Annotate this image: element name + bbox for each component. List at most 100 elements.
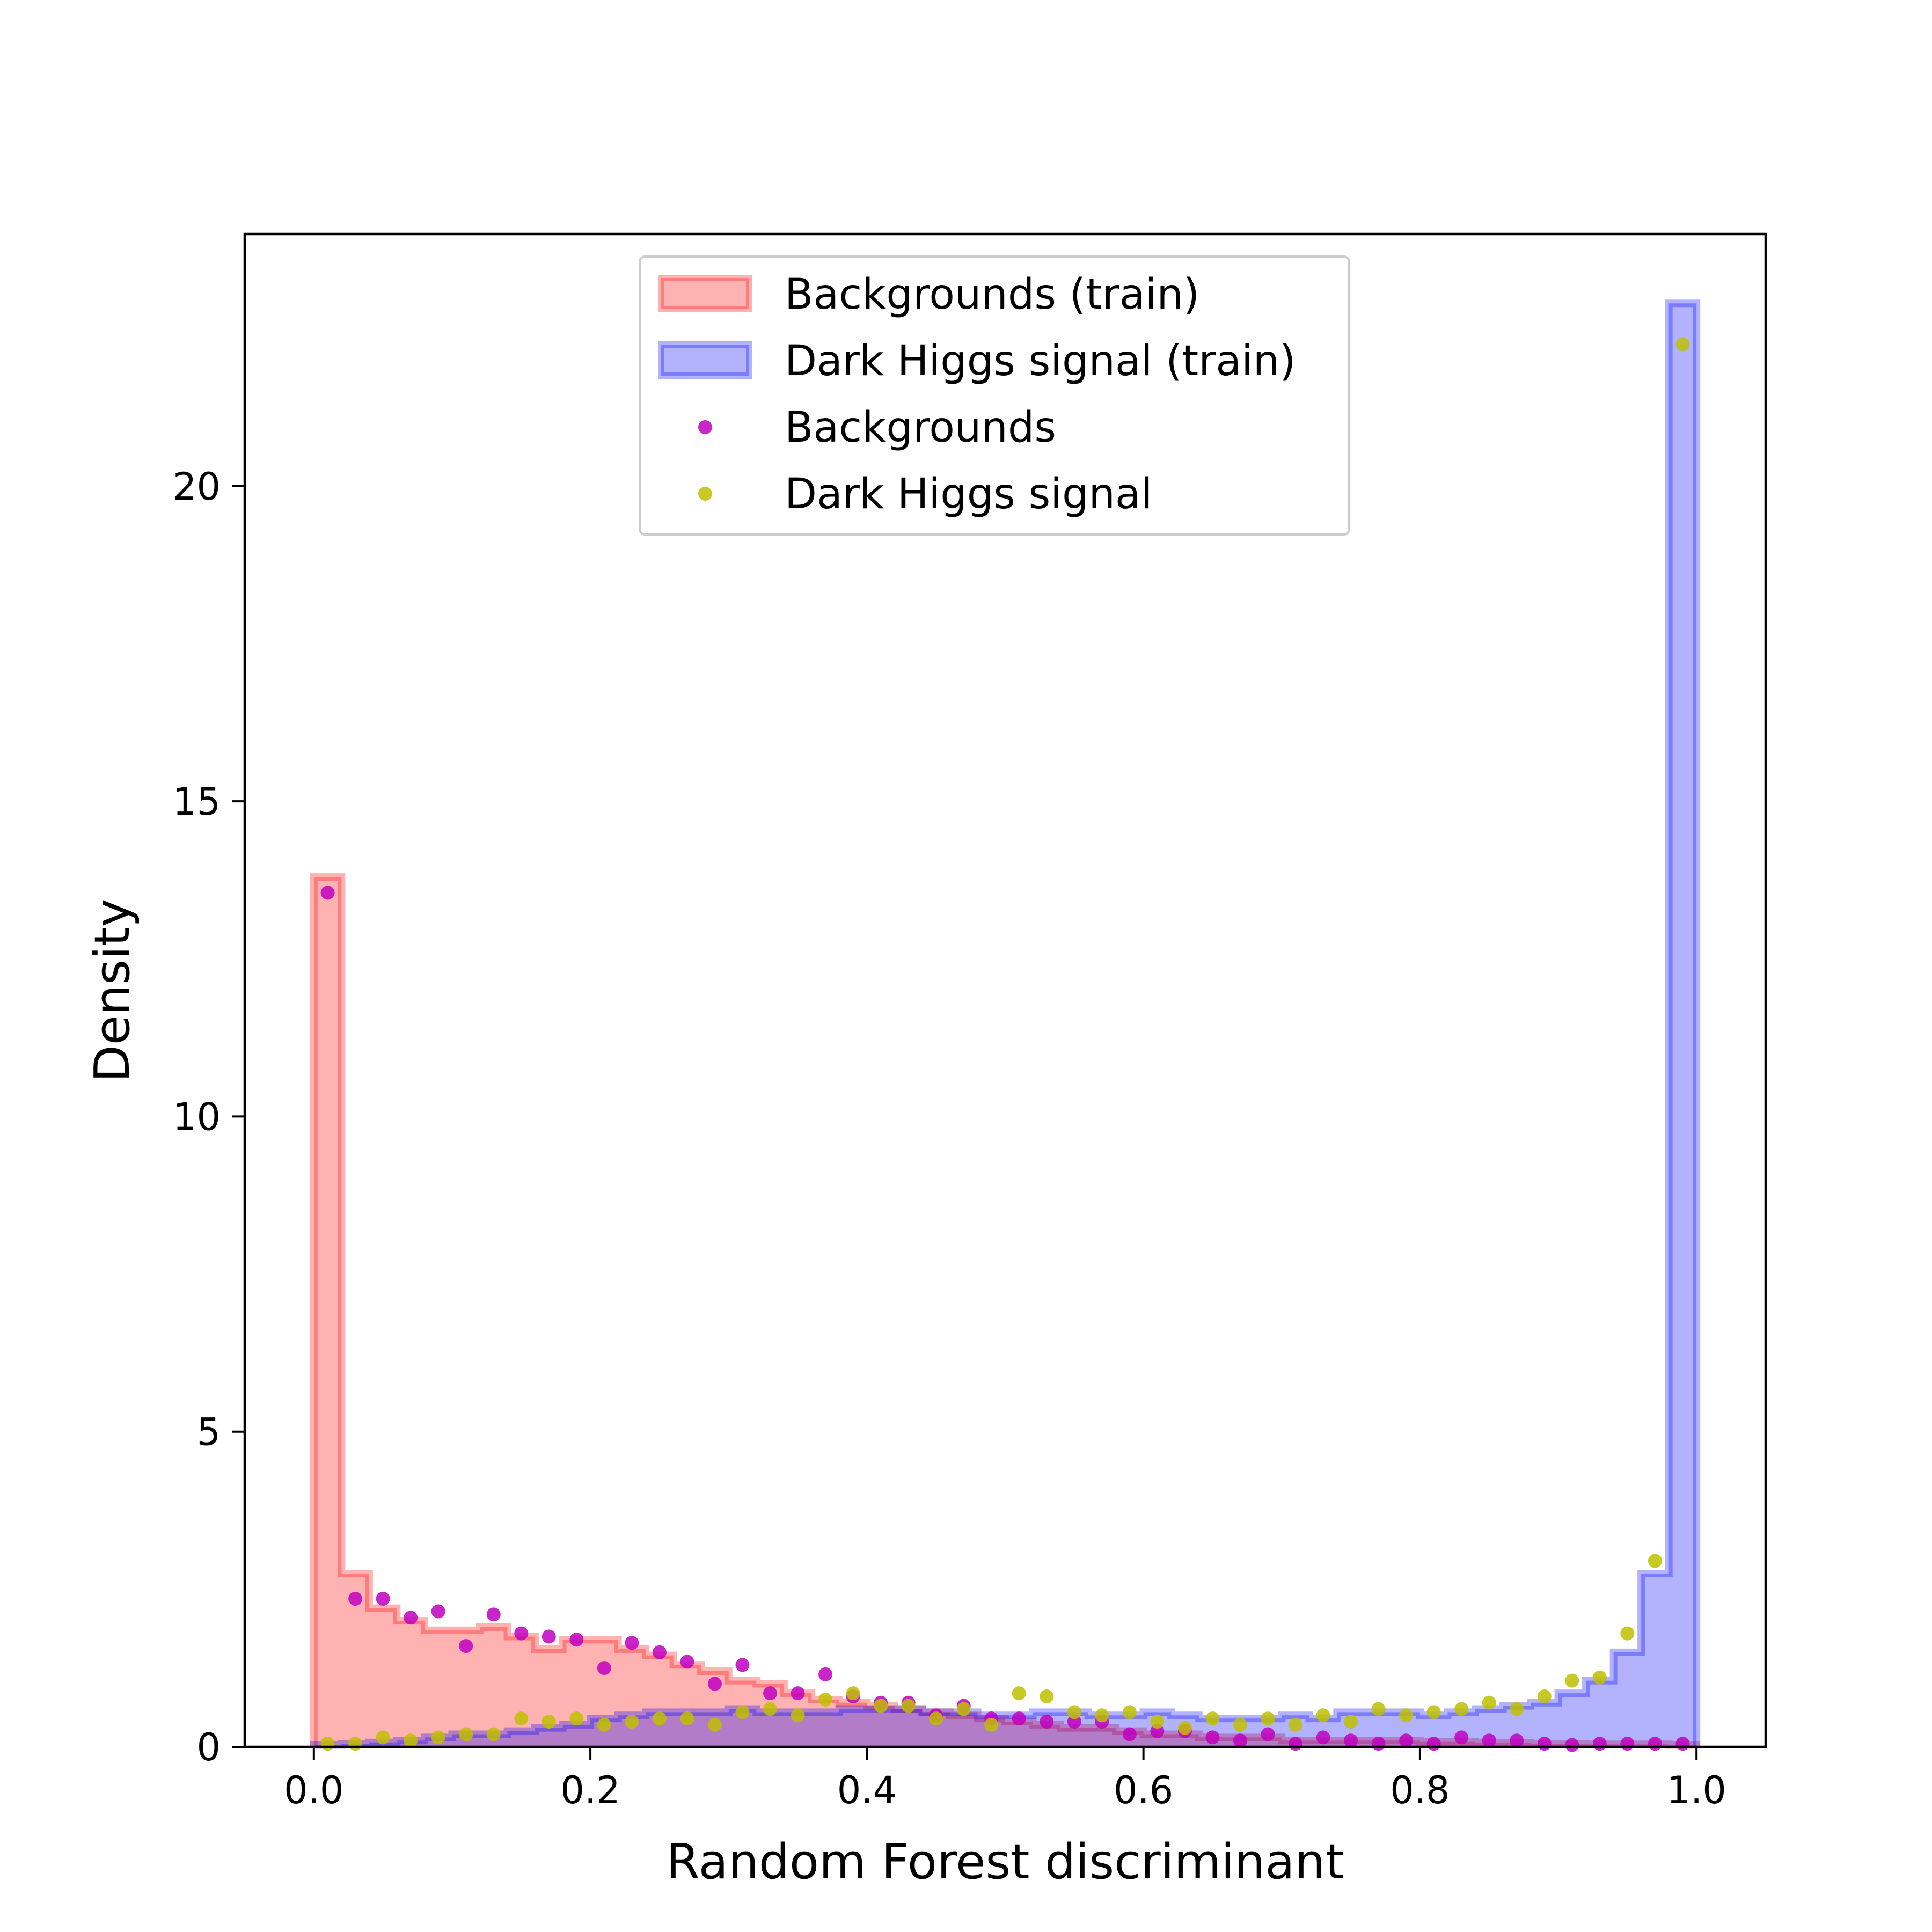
signal-point xyxy=(1095,1708,1109,1723)
signal-point xyxy=(1592,1670,1607,1685)
legend-marker-signal xyxy=(698,487,712,501)
x-tick-label: 1.0 xyxy=(1667,1768,1726,1812)
backgrounds-point xyxy=(818,1667,833,1681)
backgrounds-point xyxy=(541,1629,556,1644)
legend-swatch-signal-train xyxy=(658,341,752,379)
x-tick-label: 0.0 xyxy=(284,1768,343,1812)
signal-point xyxy=(541,1715,556,1729)
backgrounds-point xyxy=(791,1686,805,1701)
signal-point xyxy=(707,1717,722,1732)
signal-point xyxy=(680,1711,694,1726)
backgrounds-point xyxy=(459,1639,473,1653)
signal-point xyxy=(1233,1717,1247,1732)
backgrounds-point xyxy=(431,1604,445,1619)
backgrounds-point xyxy=(404,1611,418,1625)
signal-point xyxy=(376,1730,390,1745)
backgrounds-point xyxy=(1482,1733,1496,1748)
legend-swatch-backgrounds-train xyxy=(658,275,752,312)
backgrounds-point xyxy=(735,1658,750,1672)
axis-ticks: 0.0 0.2 0.4 0.6 0.8 1.0 0 5 10 15 20 xyxy=(173,465,1726,1812)
signal-point xyxy=(901,1699,916,1713)
y-tick-label: 20 xyxy=(173,465,221,509)
signal-point xyxy=(514,1711,529,1726)
legend: Backgrounds (train) Dark Higgs signal (tr… xyxy=(639,255,1350,536)
backgrounds-point xyxy=(1675,1737,1690,1751)
signal-point xyxy=(1371,1702,1386,1716)
signal-point xyxy=(1177,1721,1192,1735)
x-tick-label: 0.4 xyxy=(837,1768,897,1812)
backgrounds-point xyxy=(1122,1727,1137,1741)
signal-point xyxy=(652,1711,667,1726)
signal-point xyxy=(735,1705,750,1719)
signal-point xyxy=(1648,1554,1662,1568)
signal-point xyxy=(1510,1702,1524,1716)
signal-point xyxy=(846,1686,860,1701)
backgrounds-point xyxy=(1205,1730,1220,1745)
signal-point xyxy=(1316,1708,1330,1723)
y-tick-label: 10 xyxy=(173,1095,221,1139)
signal-point xyxy=(984,1717,999,1732)
y-axis-label: Density xyxy=(84,898,141,1082)
signal-point xyxy=(597,1717,611,1732)
signal-point xyxy=(486,1727,501,1741)
backgrounds-point xyxy=(1426,1737,1441,1751)
legend-label: Dark Higgs signal (train) xyxy=(785,337,1296,385)
signal-point xyxy=(1565,1673,1579,1688)
signal-point xyxy=(1399,1708,1414,1723)
signal-point xyxy=(763,1702,778,1716)
plot-area xyxy=(310,299,1701,1752)
signal-point xyxy=(404,1733,418,1748)
backgrounds-point xyxy=(1648,1737,1662,1751)
backgrounds-point xyxy=(707,1677,722,1691)
backgrounds-point xyxy=(1261,1727,1275,1741)
signal-point xyxy=(1122,1705,1137,1719)
backgrounds-point xyxy=(1510,1733,1524,1748)
signal-point xyxy=(874,1699,888,1713)
backgrounds-point xyxy=(1537,1737,1552,1751)
signal-point xyxy=(1012,1686,1026,1701)
backgrounds-point xyxy=(1454,1730,1469,1745)
legend-box xyxy=(639,255,1350,536)
signal-point xyxy=(1205,1711,1220,1726)
signal-point xyxy=(1040,1689,1054,1704)
backgrounds-point xyxy=(486,1607,501,1622)
signal-point xyxy=(1261,1711,1275,1726)
signal-point xyxy=(431,1730,445,1745)
backgrounds-point xyxy=(597,1661,611,1675)
legend-label: Backgrounds (train) xyxy=(785,270,1199,319)
signal-point xyxy=(1067,1705,1081,1719)
backgrounds-point xyxy=(1371,1737,1386,1751)
x-tick-label: 0.2 xyxy=(560,1768,620,1812)
signal-point xyxy=(1537,1689,1552,1704)
backgrounds-point xyxy=(376,1591,390,1606)
backgrounds-point xyxy=(1316,1730,1330,1745)
signal-point xyxy=(459,1727,473,1741)
signal-point xyxy=(625,1715,639,1729)
signal-point xyxy=(791,1708,805,1723)
backgrounds-point xyxy=(625,1636,639,1650)
signal-point xyxy=(1426,1705,1441,1719)
backgrounds-point xyxy=(1565,1738,1579,1752)
signal-point xyxy=(1482,1695,1496,1710)
signal-point xyxy=(1454,1702,1469,1716)
signal-point xyxy=(1150,1715,1165,1729)
hist-step-signal-train xyxy=(310,299,1701,1749)
signal-point xyxy=(320,1737,335,1751)
signal-point xyxy=(1675,337,1690,352)
signal-point xyxy=(818,1692,833,1707)
signal-point xyxy=(1289,1717,1303,1732)
legend-label: Dark Higgs signal xyxy=(785,470,1152,518)
y-tick-label: 5 xyxy=(196,1410,221,1454)
x-tick-label: 0.6 xyxy=(1114,1768,1173,1812)
signal-point xyxy=(956,1702,971,1716)
backgrounds-point xyxy=(652,1645,667,1659)
backgrounds-point xyxy=(1399,1733,1414,1748)
backgrounds-point xyxy=(320,885,335,900)
signal-point xyxy=(1620,1626,1635,1641)
legend-marker-backgrounds xyxy=(698,420,712,434)
plot-border xyxy=(243,232,1767,1748)
backgrounds-point xyxy=(1289,1737,1303,1751)
backgrounds-point xyxy=(1233,1733,1247,1748)
x-axis-label: Random Forest discriminant xyxy=(666,1834,1344,1890)
